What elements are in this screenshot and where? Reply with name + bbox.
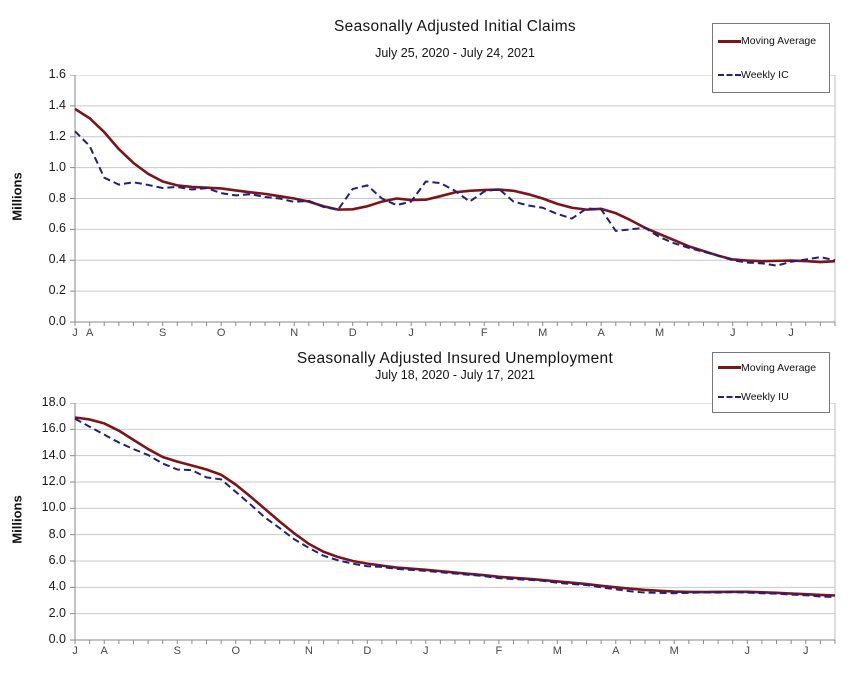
x-month-label: N <box>304 645 313 657</box>
legend-item-weekly-iu: Weekly IU <box>713 391 829 403</box>
x-month-label: F <box>480 327 488 339</box>
x-month-label: J <box>72 645 78 657</box>
y-tick-label: 0.6 <box>48 221 66 236</box>
insured-unemployment-subtitle: July 18, 2020 - July 17, 2021 <box>375 368 535 382</box>
weekly-ic-line-sample <box>718 74 741 76</box>
x-month-label: F <box>495 645 503 657</box>
x-month-label: O <box>216 327 226 339</box>
initial-claims-legend: Moving Average Weekly IC <box>712 23 830 93</box>
initial-claims-title: Seasonally Adjusted Initial Claims <box>334 18 576 35</box>
insured-unemployment-title: Seasonally Adjusted Insured Unemployment <box>296 350 614 367</box>
x-month-label: J <box>803 645 809 657</box>
legend-item-moving-average: Moving Average <box>713 35 829 47</box>
x-month-label: D <box>363 645 372 657</box>
y-tick-label: 6.0 <box>48 553 66 567</box>
y-tick-label: 18.0 <box>41 395 66 409</box>
axes-and-ticks <box>70 403 836 644</box>
x-month-label: S <box>159 327 167 339</box>
y-tick-label: 1.2 <box>48 128 66 143</box>
y-tick-label: 14.0 <box>41 447 66 462</box>
weekly-ic-series-line <box>74 130 836 267</box>
y-tick-label: 0.2 <box>48 283 66 298</box>
moving-average-line-sample <box>718 39 741 43</box>
x-month-label: M <box>552 645 562 657</box>
gridlines <box>75 403 836 640</box>
y-tick-label: 16.0 <box>41 421 66 436</box>
legend-item-weekly-ic: Weekly IC <box>713 69 829 81</box>
y-tick-label: 0.4 <box>48 252 66 267</box>
x-month-label: S <box>173 645 181 657</box>
initial-claims-subtitle: July 25, 2020 - July 24, 2021 <box>375 46 535 60</box>
x-month-label: M <box>655 327 665 339</box>
axes-and-ticks <box>70 75 836 326</box>
y-tick-label: 10.0 <box>41 500 66 515</box>
legend-item-moving-average: Moving Average <box>713 362 829 374</box>
x-month-label: M <box>669 645 679 657</box>
legend-label: Moving Average <box>741 361 817 374</box>
y-tick-label: 1.6 <box>48 67 66 81</box>
moving-average-series-line <box>74 107 836 264</box>
y-tick-label: 0.0 <box>48 632 66 646</box>
moving-average-series-line <box>74 416 836 597</box>
y-tick-label: 12.0 <box>41 474 66 488</box>
x-month-label: J <box>788 327 794 339</box>
y-tick-label: 8.0 <box>48 526 66 541</box>
legend-label: Weekly IC <box>741 69 789 81</box>
x-month-label: A <box>100 645 108 657</box>
y-tick-label: 1.4 <box>48 97 66 112</box>
x-month-label: A <box>612 645 620 657</box>
initial-claims-plot-area <box>70 75 836 326</box>
x-month-label: A <box>85 327 94 339</box>
moving-average-line-sample <box>718 366 741 370</box>
y-tick-label: 1.0 <box>48 159 66 174</box>
x-month-label: J <box>423 645 429 657</box>
x-month-label: J <box>729 327 736 339</box>
insured-unemployment-plot-area <box>70 403 836 644</box>
x-month-label: J <box>408 327 414 339</box>
weekly-iu-line-sample <box>718 396 741 399</box>
legend-label: Moving Average <box>741 35 817 47</box>
x-month-label: D <box>348 327 357 339</box>
insured-unemployment-legend: Moving Average Weekly IU <box>712 352 830 413</box>
x-month-label: A <box>597 327 605 339</box>
y-tick-label: 4.0 <box>48 579 66 594</box>
legend-label: Weekly IU <box>741 391 789 404</box>
gridlines <box>75 75 836 322</box>
x-month-label: O <box>231 645 241 657</box>
y-tick-label: 0.8 <box>48 190 66 205</box>
x-month-label: J <box>72 327 78 339</box>
y-tick-label: 2.0 <box>48 605 66 620</box>
x-month-label: M <box>538 327 548 339</box>
weekly-iu-series-line <box>74 417 836 598</box>
y-tick-label: 0.0 <box>48 314 66 328</box>
x-month-label: J <box>744 645 751 657</box>
x-month-label: N <box>290 327 299 339</box>
